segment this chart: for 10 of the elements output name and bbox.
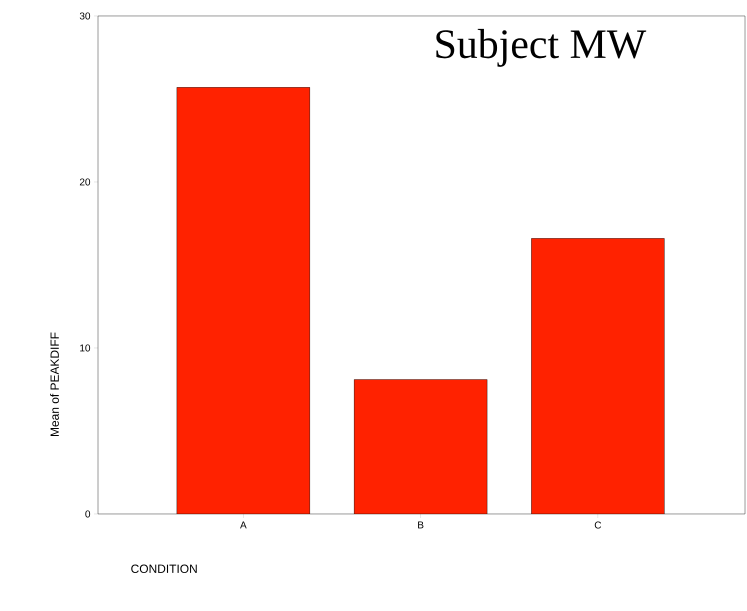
y-tick-label: 30 bbox=[80, 12, 90, 20]
y-tick-label: 20 bbox=[80, 178, 90, 186]
x-tick-label: B bbox=[418, 522, 424, 528]
x-axis-title: CONDITION bbox=[131, 564, 197, 573]
y-axis-title: Mean of PEAKDIFF bbox=[50, 332, 59, 436]
x-tick-label: C bbox=[594, 522, 602, 529]
y-tick-label: 10 bbox=[80, 344, 90, 352]
annotation: Subject MW bbox=[436, 28, 646, 67]
x-tick-label: A bbox=[240, 522, 247, 528]
y-tick-label: 0 bbox=[85, 510, 90, 518]
